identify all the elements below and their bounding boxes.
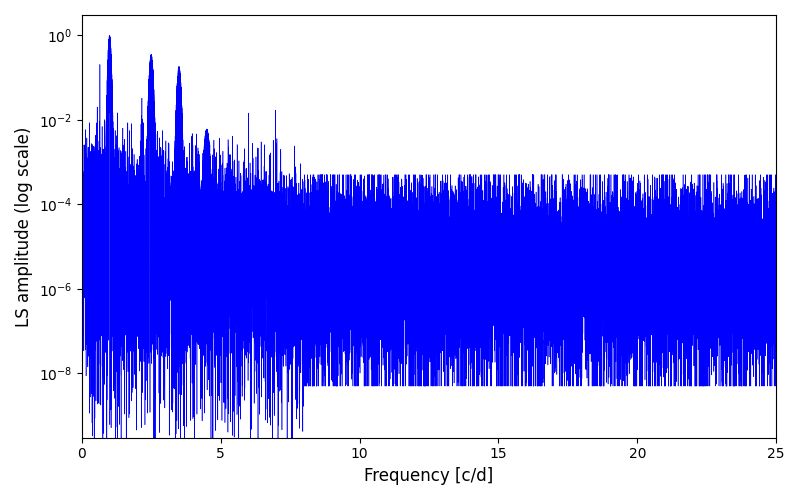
X-axis label: Frequency [c/d]: Frequency [c/d] <box>364 467 494 485</box>
Y-axis label: LS amplitude (log scale): LS amplitude (log scale) <box>15 126 33 326</box>
